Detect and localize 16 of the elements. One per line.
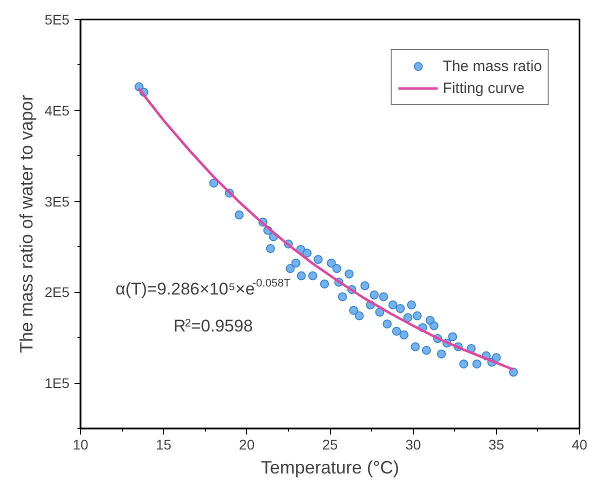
y-tick-label: 2E5	[44, 284, 70, 300]
x-tick-label: 15	[156, 436, 172, 452]
x-tick-label: 40	[572, 436, 588, 452]
x-tick-label: 35	[488, 436, 504, 452]
x-tick-label: 30	[405, 436, 422, 452]
y-axis-title: The mass ratio of water to vapor	[16, 94, 37, 354]
legend-label: Fitting curve	[442, 80, 524, 96]
x-axis-title: Temperature (°C)	[260, 458, 400, 478]
y-tick-label: 1E5	[44, 375, 70, 392]
legend-label: The mass ratio	[442, 58, 542, 74]
x-tick-label: 25	[322, 436, 338, 452]
x-tick-label: 20	[239, 436, 255, 452]
y-tick-label: 5E5	[44, 12, 70, 28]
x-tick-label: 10	[72, 436, 88, 452]
y-tick-label: 3E5	[44, 193, 70, 210]
y-tick-label: 4E5	[44, 102, 70, 118]
